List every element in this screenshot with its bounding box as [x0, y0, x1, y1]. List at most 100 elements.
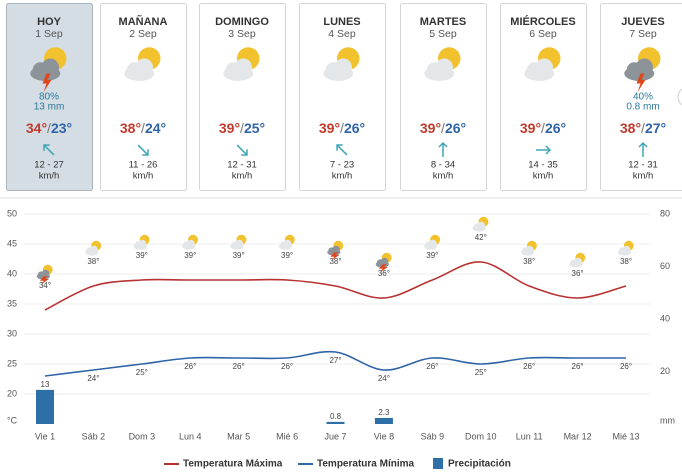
wind-arrow	[336, 144, 348, 156]
temperatures: 38°/27°	[620, 120, 666, 136]
value-label: 26°	[184, 362, 196, 371]
temp-min: 27°	[645, 120, 666, 136]
cloud	[380, 257, 389, 266]
y2-tick-label: 80	[660, 208, 670, 218]
value-label: 38°	[87, 257, 99, 266]
cloud	[635, 58, 653, 76]
next-button[interactable]	[677, 87, 682, 107]
partly-cloudy-icon	[133, 234, 150, 250]
temperatures: 39°/26°	[319, 120, 365, 136]
cloud	[138, 239, 147, 248]
value-label: 39°	[426, 251, 438, 260]
wind-unit: km/h	[533, 171, 554, 182]
wind-range: 7 - 23	[330, 160, 354, 171]
wind-arrow	[438, 141, 448, 157]
y-tick-label: 50	[7, 208, 17, 218]
temp-sep: /	[541, 120, 545, 136]
temp-max: 39°	[219, 120, 240, 136]
temp-min: 25°	[244, 120, 265, 136]
wind-arrow	[236, 144, 248, 156]
day-card	[100, 3, 187, 191]
wind-unit: km/h	[232, 171, 253, 182]
value-label: 39°	[281, 251, 293, 260]
precip-prob: 40%	[633, 92, 653, 103]
wind-range: 12 - 31	[628, 160, 658, 171]
day-card	[299, 3, 386, 191]
cloud	[186, 239, 195, 248]
temp-max: 38°	[120, 120, 141, 136]
day-date: 7 Sep	[629, 28, 657, 40]
cloud	[41, 58, 59, 76]
value-label: 39°	[184, 251, 196, 260]
value-label: 24°	[378, 374, 390, 383]
temp-sep: /	[47, 120, 51, 136]
storm-icon	[624, 47, 661, 93]
temp-sep: /	[340, 120, 344, 136]
value-label: 25°	[475, 368, 487, 377]
cloud	[283, 239, 292, 248]
wind-range: 14 - 35	[528, 160, 558, 171]
day-date: 1 Sep	[35, 28, 63, 40]
value-label: 38°	[523, 257, 535, 266]
storm-icon	[327, 240, 344, 261]
bolt	[42, 73, 52, 93]
partly-cloudy-icon	[472, 216, 489, 232]
day-card	[199, 3, 286, 191]
cloud	[235, 239, 244, 248]
partly-cloudy-icon	[124, 47, 161, 81]
temp-min: 24°	[145, 120, 166, 136]
precip-bar	[374, 417, 393, 424]
cloud	[622, 245, 631, 254]
partly-cloudy-icon	[424, 234, 441, 250]
wind-range: 12 - 31	[227, 160, 257, 171]
x-tick-label: Mar 12	[564, 431, 592, 441]
bolt	[39, 276, 49, 285]
temp-sep: /	[641, 120, 645, 136]
partly-cloudy-icon	[278, 234, 295, 250]
partly-cloudy-icon	[223, 47, 260, 81]
cloud	[135, 58, 153, 76]
day-name: MAÑANA	[119, 15, 168, 28]
arrow	[137, 144, 149, 156]
partly-cloudy-icon	[569, 252, 586, 268]
value-label: 26°	[233, 362, 245, 371]
day-card	[600, 3, 682, 191]
temp-line	[44, 261, 627, 311]
x-tick-label: Lun 4	[179, 431, 202, 441]
x-tick-label: Vie 1	[35, 431, 55, 441]
y2-tick-label: 40	[660, 313, 670, 323]
cloud	[525, 245, 534, 254]
partly-cloudy-icon	[323, 47, 360, 81]
arrow	[638, 141, 648, 157]
temperatures: 38°/24°	[120, 120, 166, 136]
cloud	[535, 58, 553, 76]
partly-cloudy-icon	[617, 240, 634, 256]
temp-max: 34°	[26, 120, 47, 136]
arrow	[536, 145, 552, 155]
day-date: 3 Sep	[228, 28, 256, 40]
arrow	[336, 144, 348, 156]
y-tick-label: 35	[7, 298, 17, 308]
day-card	[500, 3, 587, 191]
x-tick-label: Lun 11	[516, 431, 543, 441]
legend-label: Precipitación	[448, 459, 511, 470]
value-label: 26°	[426, 362, 438, 371]
partly-cloudy-icon	[520, 240, 537, 256]
precip-mm: 0.8 mm	[626, 102, 659, 113]
temp-line	[44, 350, 626, 377]
legend-label: Temperatura Mínima	[317, 459, 414, 470]
y2-tick-label: 20	[660, 366, 670, 376]
arrow	[236, 144, 248, 156]
value-label: 26°	[281, 362, 293, 371]
x-tick-label: Sáb 9	[421, 431, 445, 441]
day-name: LUNES	[323, 16, 360, 28]
wind-range: 12 - 27	[34, 160, 64, 171]
wind-unit: km/h	[332, 171, 353, 182]
x-tick-label: Dom 10	[465, 431, 497, 441]
bolt	[378, 264, 388, 273]
wind-unit: km/h	[133, 171, 154, 182]
day-card	[6, 3, 93, 191]
precip-bar	[326, 421, 345, 424]
value-label: 26°	[620, 362, 632, 371]
